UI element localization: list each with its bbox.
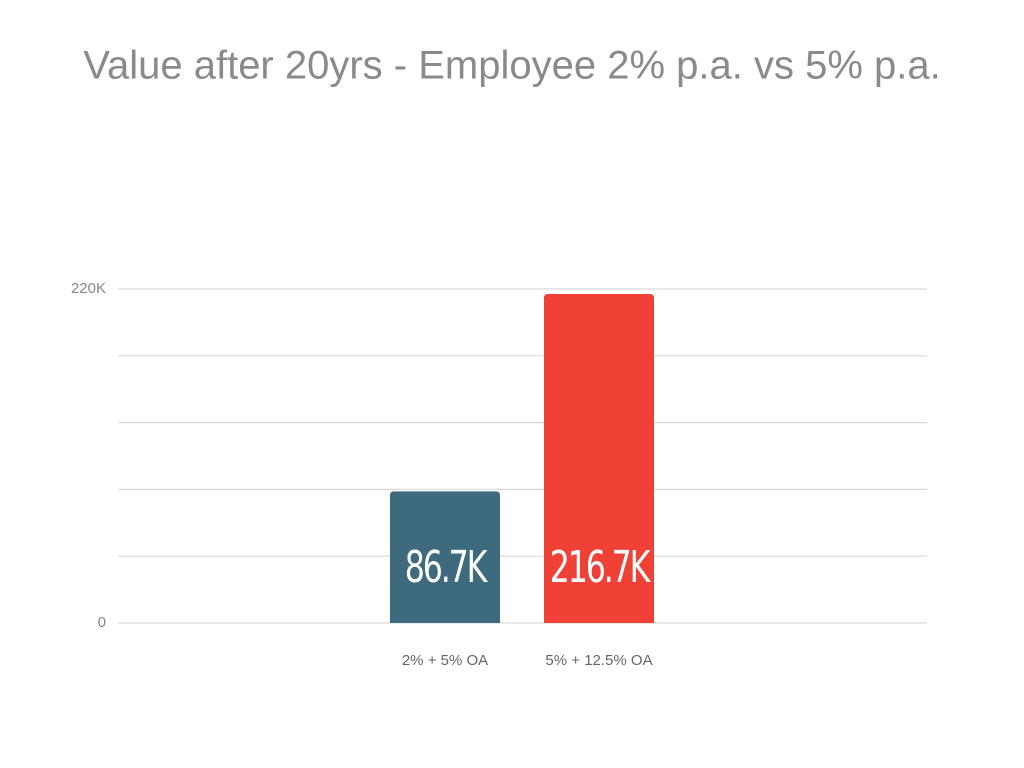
y-tick-label: 220K: [71, 280, 106, 297]
y-tick-label: 0: [98, 614, 106, 631]
x-tick-label: 2% + 5% OA: [402, 652, 488, 669]
bar: [390, 491, 500, 623]
value-label: 216.7K: [550, 542, 651, 594]
bar: [544, 294, 654, 623]
x-tick-label: 5% + 12.5% OA: [545, 652, 652, 669]
chart-title: Value after 20yrs - Employee 2% p.a. vs …: [83, 44, 940, 88]
value-label: 86.7K: [405, 542, 488, 594]
